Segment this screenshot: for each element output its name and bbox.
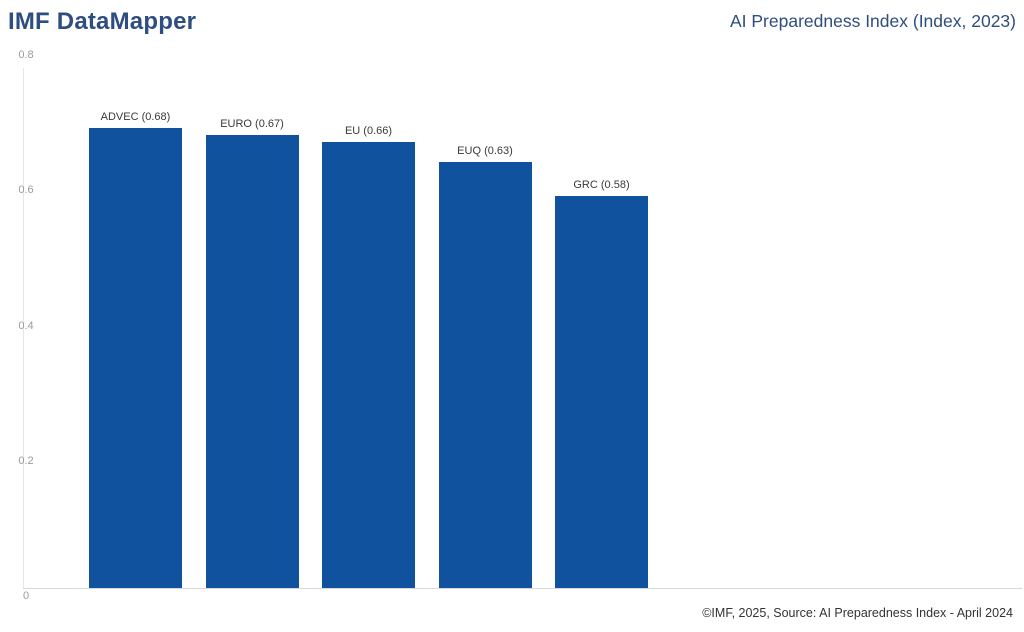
y-axis-tick-label-0-4: 0.4 <box>18 319 34 332</box>
bar-eu[interactable] <box>322 141 415 588</box>
bar-grc[interactable] <box>555 195 648 588</box>
x-axis-baseline <box>23 588 1022 589</box>
bar-label-euro: EURO (0.67) <box>220 117 284 130</box>
y-axis-tick-label-0-2: 0.2 <box>18 454 34 467</box>
y-axis-tick-label-0-6: 0.6 <box>18 184 34 197</box>
bar-euro[interactable] <box>205 134 299 588</box>
bar-label-advec: ADVEC (0.68) <box>100 111 171 124</box>
bar-label-euq: EUQ (0.63) <box>457 144 513 157</box>
bar-label-grc: GRC (0.58) <box>573 178 630 191</box>
app-title-logo[interactable]: IMF DataMapper <box>8 8 197 35</box>
bar-advec[interactable] <box>89 128 182 588</box>
y-axis-tick-label-0: 0 <box>22 590 30 602</box>
chart-title: AI Preparedness Index (Index, 2023) <box>729 11 1016 31</box>
bar-euq[interactable] <box>438 161 532 588</box>
y-axis-tick-label-0-8: 0.8 <box>18 49 34 61</box>
bar-label-eu: EU (0.66) <box>344 124 393 137</box>
source-attribution: ©IMF, 2025, Source: AI Preparedness Inde… <box>702 606 1013 620</box>
y-axis-line <box>23 68 24 588</box>
